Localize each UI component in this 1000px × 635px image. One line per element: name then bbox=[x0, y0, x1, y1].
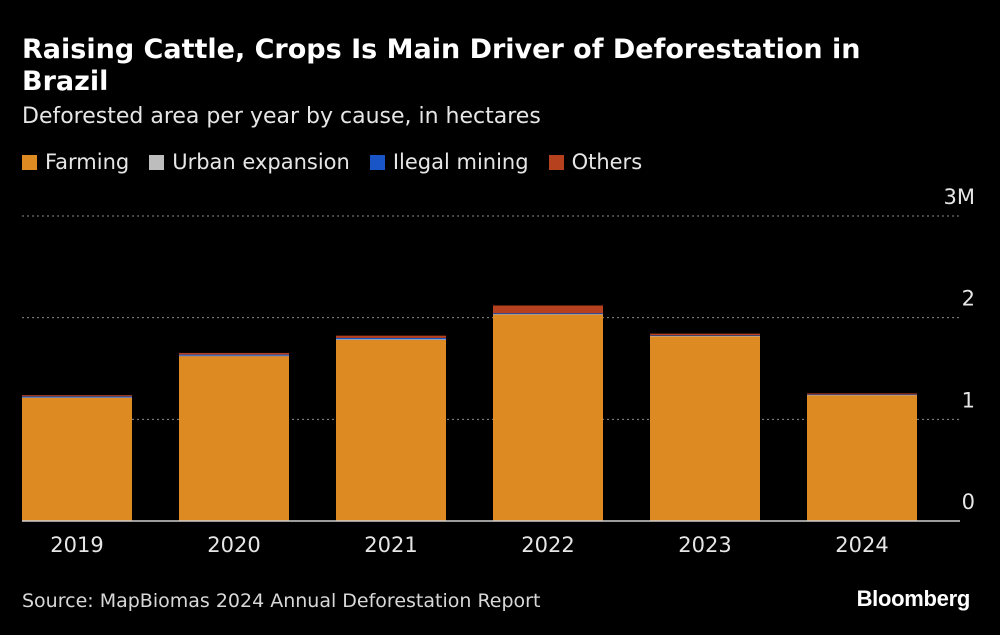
legend-label-farming: Farming bbox=[45, 150, 130, 174]
bar-segment-urban-expansion bbox=[650, 335, 760, 337]
legend-label-others: Others bbox=[571, 150, 643, 174]
x-tick-label: 2021 bbox=[364, 533, 417, 557]
legend-swatch-others bbox=[548, 154, 564, 170]
bar-segment-farming bbox=[22, 397, 132, 521]
x-tick-label: 2023 bbox=[678, 533, 731, 557]
bar-segment-farming bbox=[493, 314, 603, 521]
legend-item-urban-expansion: Urban expansion bbox=[149, 150, 350, 174]
bar-segment-ilegal-mining bbox=[650, 335, 760, 336]
bar-segment-ilegal-mining bbox=[493, 313, 603, 315]
source-note: Source: MapBiomas 2024 Annual Deforestat… bbox=[22, 590, 541, 612]
bar-segment-urban-expansion bbox=[22, 397, 132, 398]
bar-segment-others bbox=[650, 333, 760, 336]
y-tick-label: 0 bbox=[962, 490, 975, 514]
bar-segment-others bbox=[179, 352, 289, 355]
bar-segment-others bbox=[807, 393, 917, 395]
bar-segment-urban-expansion bbox=[807, 394, 917, 396]
legend-swatch-farming bbox=[22, 154, 37, 170]
bar-segment-others bbox=[22, 395, 132, 397]
x-tick-label: 2020 bbox=[207, 533, 260, 557]
bar-segment-others bbox=[493, 305, 603, 314]
chart-subtitle: Deforested area per year by cause, in he… bbox=[22, 104, 541, 129]
x-tick-label: 2024 bbox=[835, 533, 888, 557]
legend-item-others: Others bbox=[548, 150, 643, 174]
bar-segment-ilegal-mining bbox=[179, 354, 289, 356]
legend-item-farming: Farming bbox=[22, 150, 129, 174]
bar-segment-ilegal-mining bbox=[336, 337, 446, 340]
bar-segment-ilegal-mining bbox=[807, 394, 917, 395]
legend-swatch-urban-expansion bbox=[149, 154, 165, 170]
bar-segment-farming bbox=[336, 340, 446, 521]
legend: Farming Urban expansion Ilegal mining Ot… bbox=[22, 150, 662, 174]
bloomberg-logo: Bloomberg bbox=[856, 586, 971, 611]
y-tick-label: 2 bbox=[962, 287, 975, 311]
bar-segment-urban-expansion bbox=[493, 314, 603, 315]
x-tick-label: 2022 bbox=[521, 533, 574, 557]
legend-swatch-ilegal-mining bbox=[369, 154, 385, 170]
bar-segment-farming bbox=[179, 356, 289, 521]
legend-label-urban-expansion: Urban expansion bbox=[172, 150, 350, 174]
y-tick-label: 1 bbox=[962, 388, 975, 412]
x-tick-label: 2019 bbox=[50, 533, 103, 557]
bar-segment-urban-expansion bbox=[179, 355, 289, 357]
chart-title: Raising Cattle, Crops Is Main Driver of … bbox=[22, 34, 861, 97]
bar-segment-others bbox=[336, 335, 446, 338]
bar-segment-urban-expansion bbox=[336, 339, 446, 341]
bar-segment-ilegal-mining bbox=[22, 396, 132, 398]
y-tick-label: 3M bbox=[944, 185, 975, 209]
bar-segment-farming bbox=[807, 395, 917, 521]
bar-segment-farming bbox=[650, 336, 760, 521]
legend-label-ilegal-mining: Ilegal mining bbox=[392, 150, 529, 174]
legend-item-ilegal-mining: Ilegal mining bbox=[369, 150, 529, 174]
